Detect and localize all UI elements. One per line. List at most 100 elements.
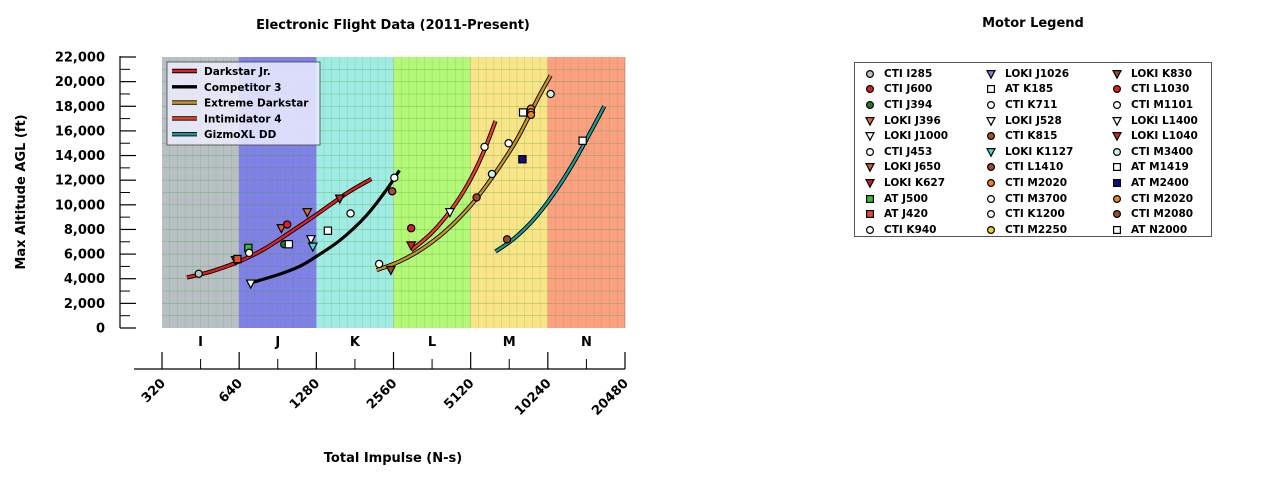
y-tick-label: 2,000 — [64, 297, 105, 312]
triangle-marker-icon — [986, 116, 996, 127]
data-point — [518, 108, 528, 117]
data-point — [282, 220, 292, 229]
motor-legend: CTI I285 CTI J600 CTI J394 LOKI J396 LOKI J1… — [854, 62, 1212, 237]
square-marker-icon — [1112, 163, 1122, 172]
legend-item: CTI I285 — [863, 66, 948, 82]
y-tick-label: 16,000 — [55, 124, 105, 139]
legend-item: CTI K1200 — [984, 206, 1073, 222]
y-tick-label: 12,000 — [55, 174, 105, 189]
legend-item: LOKI J1026 — [984, 66, 1073, 82]
legend-item: CTI J600 — [863, 82, 948, 98]
y-tick-label: 6,000 — [64, 248, 105, 263]
legend-item: LOKI L1040 — [1110, 128, 1198, 144]
y-tick-label: 18,000 — [55, 100, 105, 115]
data-point — [480, 142, 489, 152]
circle-marker-icon — [986, 194, 996, 203]
triangle-marker-icon — [1112, 116, 1122, 127]
triangle-marker-icon — [865, 163, 875, 173]
legend-item-label: AT N2000 — [1131, 223, 1188, 236]
legend-item-label: LOKI J1000 — [884, 130, 949, 143]
data-point — [504, 139, 513, 148]
square-marker-icon — [986, 85, 996, 94]
legend-item: CTI M2020 — [1110, 191, 1198, 207]
plot-legend-label: Intimidator 4 — [204, 113, 282, 125]
data-point — [472, 193, 481, 202]
triangle-marker-icon — [986, 147, 996, 158]
y-tick-label: 0 — [96, 322, 105, 337]
x-tick-label: 5120 — [441, 376, 477, 412]
data-point — [302, 208, 313, 218]
plot-legend-label: Competitor 3 — [204, 82, 282, 94]
legend-item-label: CTI L1410 — [1005, 161, 1064, 174]
legend-column: LOKI J1026 AT K185 CTI K711 LOKI J528 CTI K8… — [984, 66, 1073, 238]
x-tick-label: 320 — [139, 376, 169, 406]
y-tick-label: 22,000 — [55, 51, 105, 66]
legend-item: CTI L1030 — [1110, 82, 1198, 98]
data-point — [276, 224, 287, 234]
x-tick-label: 2560 — [364, 376, 400, 412]
circle-marker-icon — [986, 178, 996, 187]
data-point — [334, 194, 345, 205]
class-label-n: N — [581, 335, 592, 350]
data-point — [194, 269, 203, 278]
plot-legend-label: GizmoXL DD — [204, 129, 277, 141]
plot-legend-label: Darkstar Jr. — [204, 66, 271, 78]
y-tick-label: 20,000 — [55, 75, 105, 90]
circle-marker-icon — [1112, 210, 1122, 219]
legend-item-label: CTI K940 — [884, 223, 937, 236]
circle-marker-icon — [1112, 100, 1122, 109]
legend-item-label: CTI M3700 — [1005, 192, 1068, 205]
legend-item: LOKI J1000 — [863, 128, 948, 144]
y-tick-label: 8,000 — [64, 223, 105, 238]
y-tick-label: 14,000 — [55, 149, 105, 164]
legend-item-label: CTI K815 — [1005, 130, 1058, 143]
legend-item-label: CTI K711 — [1005, 98, 1058, 111]
legend-item-label: AT J500 — [884, 192, 928, 205]
circle-marker-icon — [865, 147, 875, 156]
legend-item: AT K185 — [984, 82, 1073, 98]
legend-item-label: CTI J600 — [884, 83, 933, 96]
fit-line-intimidator-4 — [410, 120, 497, 252]
circle-marker-icon — [1112, 194, 1122, 203]
legend-item: LOKI J528 — [984, 113, 1073, 129]
legend-item-label: CTI M3400 — [1131, 145, 1194, 158]
triangle-marker-icon — [986, 69, 996, 80]
legend-item: CTI J394 — [863, 97, 948, 113]
legend-item-label: CTI I285 — [884, 67, 933, 80]
legend-item-label: CTI M1101 — [1131, 98, 1194, 111]
legend-item-label: CTI K1200 — [1005, 208, 1065, 221]
class-label-j: J — [274, 335, 280, 350]
x-axis-label: Total Impulse (N-s) — [324, 451, 462, 466]
legend-item-label: CTI M2080 — [1131, 208, 1194, 221]
chart-title: Electronic Flight Data (2011-Present) — [256, 18, 530, 33]
circle-marker-icon — [986, 163, 996, 172]
legend-item: CTI J453 — [863, 144, 948, 160]
data-point — [405, 241, 417, 252]
legend-item: LOKI J396 — [863, 113, 948, 129]
legend-item-label: AT M1419 — [1131, 161, 1189, 174]
circle-marker-icon — [986, 210, 996, 219]
legend-item: CTI M2080 — [1110, 206, 1198, 222]
legend-item: LOKI K627 — [863, 175, 948, 191]
data-point — [387, 187, 397, 196]
fit-line-gizmoxl-dd — [494, 105, 606, 253]
legend-item: AT J500 — [863, 191, 948, 207]
legend-item-label: LOKI L1040 — [1131, 130, 1198, 143]
square-marker-icon — [1112, 225, 1122, 234]
data-point — [546, 89, 555, 99]
legend-item-label: AT J420 — [884, 208, 928, 221]
legend-item: AT N2000 — [1110, 222, 1198, 238]
data-point — [390, 173, 399, 182]
y-axis-label: Max Altitude AGL (ft) — [14, 114, 29, 269]
circle-marker-icon — [865, 100, 875, 109]
legend-item-label: AT M2400 — [1131, 176, 1189, 189]
data-point — [518, 155, 527, 164]
circle-marker-icon — [1112, 85, 1122, 94]
legend-item: CTI L1410 — [984, 160, 1073, 176]
data-point — [245, 279, 256, 290]
legend-item-label: CTI L1030 — [1131, 83, 1190, 96]
square-marker-icon — [865, 210, 875, 219]
data-point — [487, 169, 497, 179]
legend-item-label: LOKI J396 — [884, 114, 941, 127]
